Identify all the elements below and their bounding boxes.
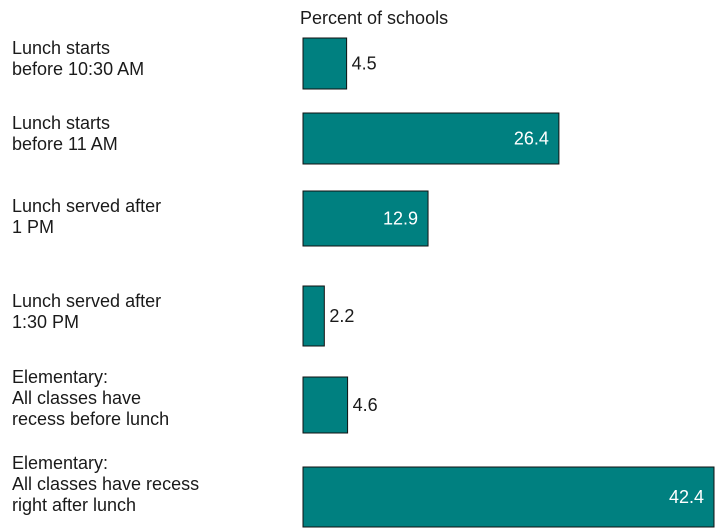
category-label-line: All classes have recess — [12, 474, 199, 494]
category-label-line: Lunch served after — [12, 196, 161, 216]
category-label: Lunch starts before 10:30 AM — [12, 38, 144, 79]
bar — [302, 112, 560, 165]
value-label: 12.9 — [383, 209, 418, 229]
category-label-line: 1 PM — [12, 217, 54, 237]
category-label: Lunch served after 1 PM — [12, 196, 161, 237]
value-label: 2.2 — [329, 306, 354, 326]
category-label: Lunch starts before 11 AM — [12, 113, 118, 154]
value-labels: 4.5 26.4 12.9 2.2 4.6 42.4 — [329, 54, 704, 508]
category-label-line: Lunch served after — [12, 291, 161, 311]
category-label-line: right after lunch — [12, 495, 136, 515]
category-label-line: recess before lunch — [12, 409, 169, 429]
category-label: Elementary: All classes have recess before… — [12, 367, 169, 429]
value-label: 26.4 — [514, 129, 549, 149]
bar — [302, 285, 325, 347]
category-label-line: Elementary: — [12, 453, 108, 473]
category-label-line: Lunch starts — [12, 38, 110, 58]
category-label-line: before 10:30 AM — [12, 59, 144, 79]
bar — [302, 37, 348, 90]
bars — [302, 37, 715, 528]
axis-title: Percent of schools — [300, 8, 448, 28]
category-label-line: All classes have — [12, 388, 141, 408]
category-label: Elementary: All classes have recess right … — [12, 453, 199, 515]
value-label: 4.6 — [353, 395, 378, 415]
bar — [302, 376, 349, 434]
value-label: 42.4 — [669, 487, 704, 507]
bar — [302, 466, 715, 528]
bar — [302, 190, 429, 247]
category-label-line: before 11 AM — [12, 134, 118, 154]
value-label: 4.5 — [352, 54, 377, 74]
category-label: Lunch served after 1:30 PM — [12, 291, 161, 332]
category-label-line: Elementary: — [12, 367, 108, 387]
category-label-line: Lunch starts — [12, 113, 110, 133]
category-label-line: 1:30 PM — [12, 312, 79, 332]
